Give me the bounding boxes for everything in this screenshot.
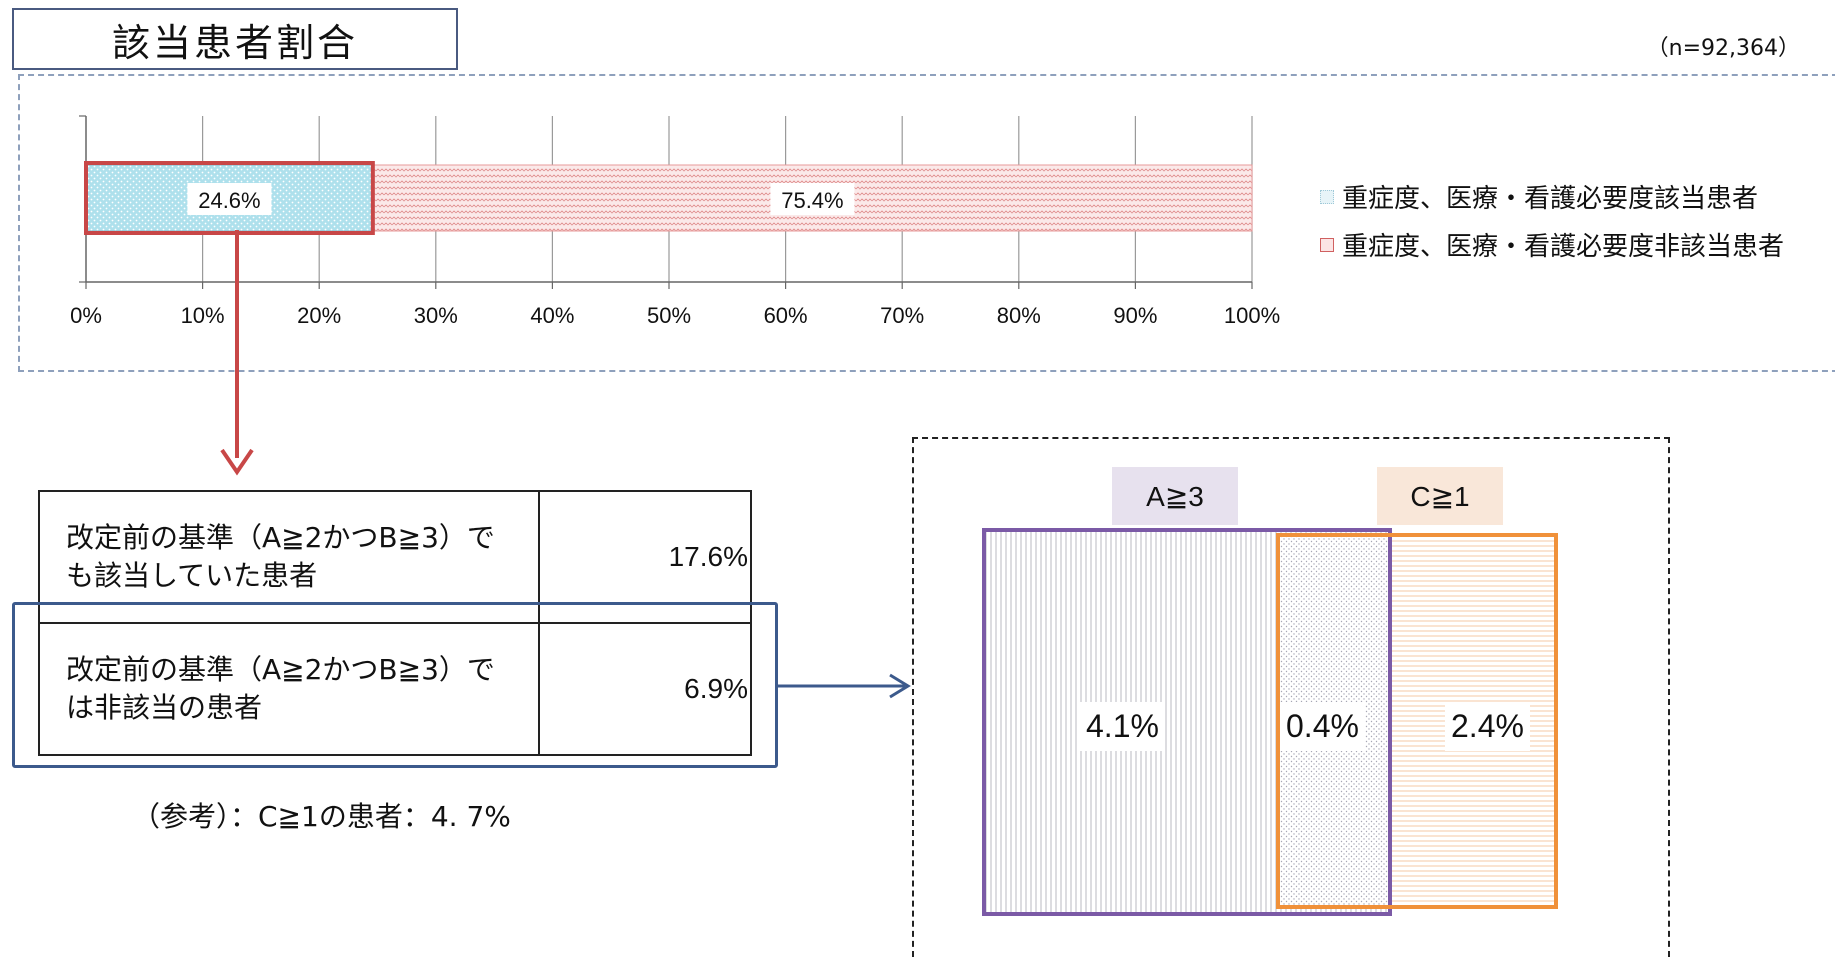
venn-value-overlap: 0.4% — [1280, 702, 1365, 751]
x-axis: 0% 10% 20% 30% 40% 50% 60% 70% 80% 90% 100% — [70, 115, 1280, 328]
x-tick-label: 50% — [647, 303, 691, 328]
legend-swatch-dotted — [1320, 189, 1334, 204]
x-tick-label: 40% — [530, 303, 574, 328]
x-tick-label: 90% — [1113, 303, 1157, 328]
row-value: 17.6% — [538, 490, 752, 624]
x-tick-label: 20% — [297, 303, 341, 328]
chart-title-box: 該当患者割合 — [12, 8, 458, 70]
venn-label-a: A≧3 — [1112, 467, 1238, 525]
venn-value-only-c: 2.4% — [1445, 702, 1530, 751]
legend-swatch-hatched — [1320, 237, 1334, 252]
reference-note: （参考）：C≧1の患者：4. 7% — [132, 800, 511, 833]
row-label: 改定前の基準（A≧2かつB≧3）では非該当の患者 — [38, 622, 540, 756]
sample-size-label: （n=92,364） — [1646, 36, 1800, 61]
breakdown-table: 改定前の基準（A≧2かつB≧3）でも該当していた患者 17.6% 改定前の基準（… — [38, 490, 752, 756]
bar-group: 24.6% 75.4% — [84, 161, 1253, 235]
venn-outline-a — [982, 528, 1392, 916]
row-label: 改定前の基準（A≧2かつB≧3）でも該当していた患者 — [38, 490, 540, 624]
venn-label-c: C≧1 — [1377, 467, 1503, 525]
data-label-bg — [770, 183, 855, 215]
x-tick-label: 60% — [764, 303, 808, 328]
row-value: 6.9% — [538, 622, 752, 756]
venn-panel — [912, 437, 1670, 957]
x-tick-label: 100% — [1224, 303, 1280, 328]
data-label-bg — [187, 183, 272, 215]
venn-value-only-a: 4.1% — [1080, 702, 1165, 751]
segment-highlight — [84, 161, 375, 235]
data-label: 24.6% — [198, 188, 260, 213]
x-tick-label: 0% — [70, 303, 102, 328]
table-row: 改定前の基準（A≧2かつB≧3）では非該当の患者 6.9% — [38, 622, 752, 756]
x-tick-label: 80% — [997, 303, 1041, 328]
x-tick-label: 30% — [414, 303, 458, 328]
legend-item-applicable: 重症度、医療・看護必要度該当患者 — [1320, 178, 1758, 215]
legend-item-not-applicable: 重症度、医療・看護必要度非該当患者 — [1320, 226, 1784, 263]
legend-label: 重症度、医療・看護必要度非該当患者 — [1342, 232, 1785, 262]
chart-title: 該当患者割合 — [111, 20, 358, 65]
x-tick-label: 10% — [181, 303, 225, 328]
venn-outline-c — [1276, 533, 1558, 909]
table-row: 改定前の基準（A≧2かつB≧3）でも該当していた患者 17.6% — [38, 490, 752, 624]
chart-panel — [18, 74, 1835, 372]
right-arrow — [778, 673, 911, 699]
data-label: 75.4% — [781, 188, 843, 213]
legend-label: 重症度、医療・看護必要度該当患者 — [1342, 184, 1759, 214]
highlight-box — [12, 602, 778, 768]
x-tick-label: 70% — [880, 303, 924, 328]
down-arrow — [220, 230, 254, 476]
